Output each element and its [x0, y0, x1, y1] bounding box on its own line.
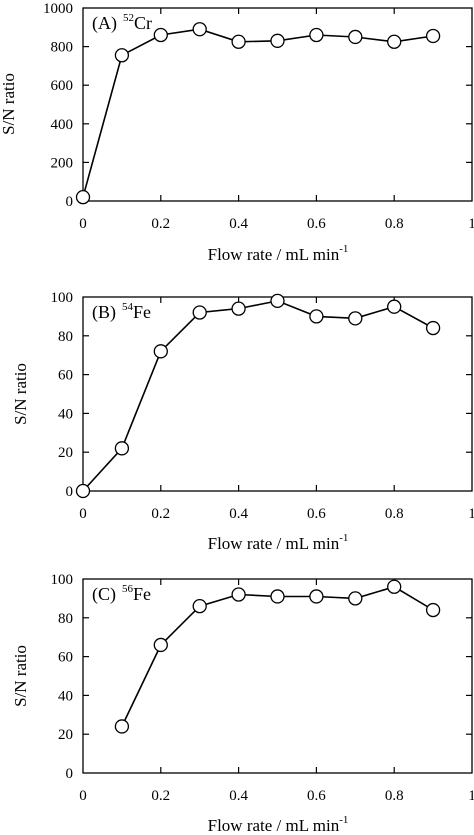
data-point: [270, 293, 285, 309]
panel-letter: (B): [92, 302, 116, 323]
x-tick-label: 0.8: [385, 788, 404, 804]
data-point: [387, 299, 402, 314]
y-tick-label: 0: [66, 484, 74, 500]
series-line: [82, 28, 434, 198]
y-tick-label: 0: [66, 194, 74, 210]
plot-frame: [82, 296, 473, 492]
data-point: [114, 48, 130, 63]
x-tick-label: 0: [79, 506, 87, 522]
y-tick-label: 1000: [43, 1, 73, 17]
x-axis-title-exponent: -1: [339, 532, 348, 544]
plot-frame: [82, 7, 473, 202]
y-tick-label: 80: [58, 329, 73, 345]
y-tick-label: 20: [58, 727, 73, 743]
data-point: [153, 344, 168, 359]
data-point: [348, 311, 363, 326]
x-tick-label: 0.4: [229, 216, 248, 232]
x-axis-title-exponent: -1: [339, 814, 348, 826]
x-tick-label: 0.4: [229, 506, 248, 522]
data-point: [309, 27, 324, 43]
data-point: [270, 33, 285, 48]
y-axis-title: S/N ratio: [11, 645, 30, 707]
element-symbol: Fe: [133, 302, 151, 322]
x-tick-label: 0.6: [307, 506, 326, 522]
x-axis-title-exponent: -1: [339, 243, 348, 255]
y-tick-label: 40: [58, 688, 73, 704]
isotope-mass: 54: [122, 301, 134, 313]
chart-panel-2: 0 0.2 0.4 0.6 0.8 1 0 20 40 60 80 100 S/N ratio Flow …: [11, 290, 474, 553]
y-axis-title: S/N ratio: [11, 363, 30, 425]
x-tick-label: 0.8: [385, 216, 404, 232]
x-axis-title: Flow rate / mL min-1: [208, 532, 349, 553]
data-point: [153, 27, 168, 43]
data-point: [192, 305, 207, 320]
x-tick-label: 0.8: [385, 506, 404, 522]
element-symbol: Cr: [134, 13, 152, 33]
data-point: [425, 28, 441, 44]
panel-label: (C) 56Fe: [92, 583, 151, 605]
data-point: [114, 441, 130, 456]
y-tick-label: 600: [51, 78, 74, 94]
y-tick-label: 100: [51, 572, 74, 588]
plot-frame: [82, 578, 473, 774]
x-axis-title-text: Flow rate / mL min: [208, 534, 340, 553]
data-point: [75, 483, 91, 499]
x-tick-label: 0.6: [307, 216, 326, 232]
x-axis-title: Flow rate / mL min-1: [208, 814, 349, 835]
isotope-mass: 56: [122, 583, 134, 595]
x-tick-label: 1: [468, 216, 474, 232]
isotope-mass: 52: [123, 12, 134, 24]
data-point: [114, 719, 130, 734]
data-point: [348, 29, 363, 45]
data-point: [309, 589, 324, 604]
x-tick-label: 0: [79, 788, 87, 804]
y-tick-label: 40: [58, 406, 73, 422]
x-tick-label: 0.6: [307, 788, 326, 804]
data-point: [192, 22, 207, 37]
y-tick-label: 60: [58, 650, 73, 666]
data-point: [192, 599, 207, 614]
series-line: [121, 585, 434, 727]
data-point: [231, 587, 246, 602]
y-tick-label: 0: [66, 766, 74, 782]
data-point: [270, 589, 285, 604]
x-tick-label: 1: [468, 506, 474, 522]
y-tick-label: 20: [58, 445, 73, 461]
x-tick-label: 0.2: [151, 788, 170, 804]
panel-letter: (A): [92, 13, 117, 34]
x-axis-title-text: Flow rate / mL min: [208, 816, 340, 835]
data-point: [309, 309, 324, 324]
y-tick-label: 100: [51, 290, 74, 306]
y-tick-label: 80: [58, 611, 73, 627]
x-tick-label: 0.2: [151, 506, 170, 522]
y-tick-label: 200: [51, 155, 74, 171]
y-tick-label: 400: [51, 117, 74, 133]
data-point: [425, 320, 441, 336]
x-tick-label: 0: [79, 216, 87, 232]
y-tick-label: 60: [58, 368, 73, 384]
element-symbol: Fe: [133, 584, 151, 604]
data-point: [231, 301, 246, 316]
panel-letter: (C): [92, 584, 116, 605]
data-point: [153, 637, 168, 653]
panel-label: (B) 54Fe: [92, 301, 151, 323]
data-point: [75, 189, 91, 205]
x-axis-title-text: Flow rate / mL min: [208, 245, 340, 264]
x-axis-title: Flow rate / mL min-1: [208, 243, 349, 264]
panel-label: (A) 52Cr: [92, 12, 152, 34]
y-axis-title: S/N ratio: [0, 73, 18, 135]
chart-panel-1: 0 0.2 0.4 0.6 0.8 1 0 200 400 600 800 1000 S/N ratio…: [0, 1, 474, 264]
y-tick-label: 800: [51, 40, 74, 56]
data-point: [348, 591, 363, 606]
data-point: [231, 34, 246, 49]
data-point: [425, 602, 441, 618]
chart-panel-3: 0 0.2 0.4 0.6 0.8 1 0 20 40 60 80 100 S/N ratio Flow …: [11, 572, 474, 835]
data-point: [387, 579, 402, 594]
x-tick-label: 1: [468, 788, 474, 804]
x-tick-label: 0.2: [151, 216, 170, 232]
data-point: [387, 34, 402, 49]
x-tick-label: 0.4: [229, 788, 248, 804]
series-line: [82, 300, 434, 492]
